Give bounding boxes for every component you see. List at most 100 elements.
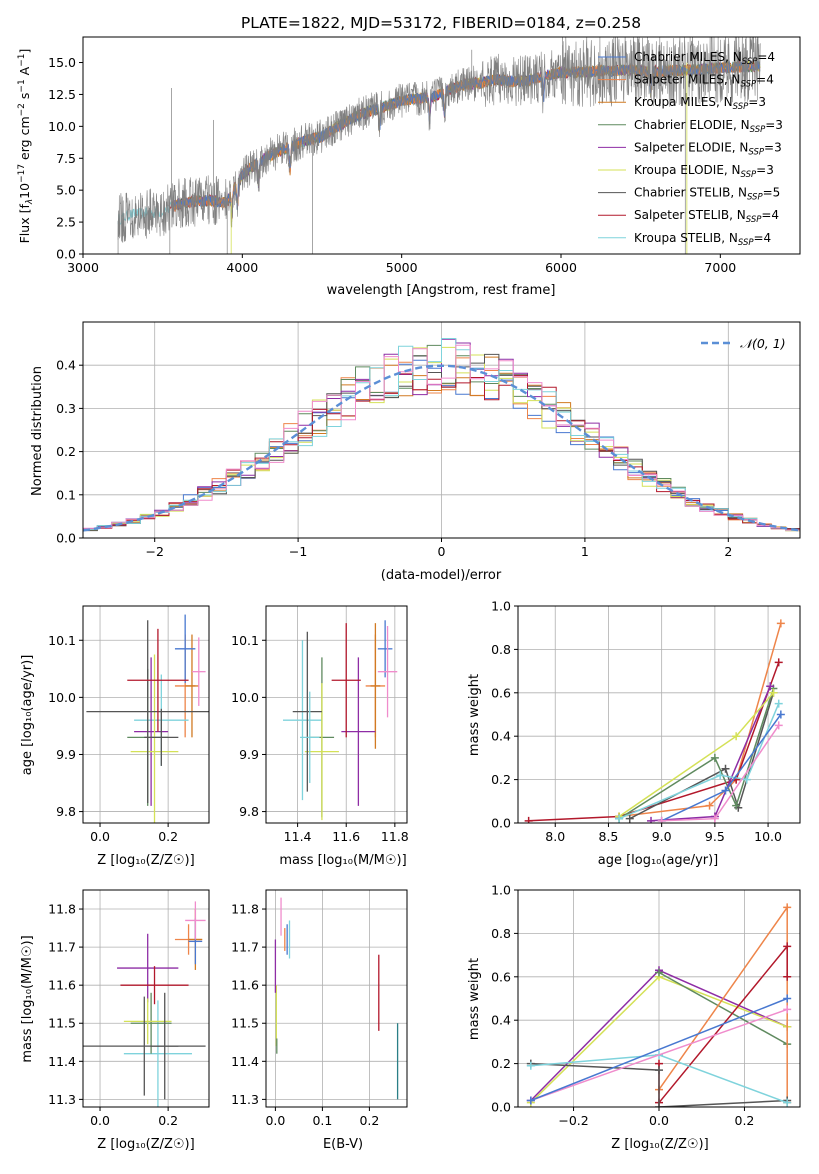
y-tick-label: 9.8 [56, 804, 76, 819]
y-tick-label: 11.8 [48, 902, 76, 917]
residual-histogram-panel: (data-model)/error Normed distribution −… [30, 321, 801, 583]
y-tick-label: 1.0 [491, 599, 511, 614]
axes-frame [82, 889, 210, 1108]
y-tick-label: 10.0 [231, 690, 259, 705]
y-tick-label: 0.0 [56, 531, 76, 546]
weight-line-SM [619, 623, 782, 818]
y-tick-label: 7.5 [56, 151, 76, 166]
weight-marker [705, 801, 714, 810]
x-tick-label: 8.5 [599, 829, 619, 844]
plot-area [283, 620, 398, 821]
y-tick-label: 0.0 [56, 247, 76, 262]
y-tick-label: 11.6 [48, 978, 76, 993]
plot-area [86, 614, 209, 823]
weight-line-KE [618, 692, 774, 818]
axes-frame [82, 605, 210, 824]
y-tick-label: 11.8 [231, 902, 259, 917]
weight-marker [655, 1066, 663, 1075]
weight-line-CM [661, 714, 782, 822]
weight-marker [710, 814, 719, 823]
y-tick-label: 10.0 [48, 690, 76, 705]
weight-marker [655, 1103, 663, 1107]
y-tick-label: 10.1 [48, 633, 76, 648]
y-tick-label: 0.8 [491, 926, 511, 941]
spectrum-title: PLATE=1822, MJD=53172, FIBERID=0184, z=0… [241, 14, 641, 32]
y-tick-label: 9.9 [239, 747, 259, 762]
x-tick-label: 11.4 [284, 829, 312, 844]
y-tick-label: 0.2 [56, 444, 76, 459]
weight-marker [783, 903, 792, 912]
weight-line-KS [618, 703, 780, 820]
weight-marker [742, 775, 751, 784]
spectrum-ylabel: Flux [fλ10−17 erg cm−2 s−1 A−1] [17, 49, 35, 244]
axes-frame [265, 889, 408, 1108]
histogram-series-pink [83, 344, 800, 533]
z-weight-xlabel: Z [log₁₀(Z/Z☉)] [611, 1137, 708, 1152]
legend-entry: Kroupa STELIB, NSSP=4 [634, 231, 771, 248]
x-tick-label: −0.2 [558, 1113, 588, 1128]
z-vs-mass-panel: Z [log₁₀(Z/Z☉)] mass [log₁₀(M/M☉)] 0.0 0.… [20, 889, 210, 1152]
z-weight-ylabel: mass weight [467, 958, 482, 1040]
y-tick-label: 9.8 [239, 804, 259, 819]
legend-entry: Chabrier ELODIE, NSSP=3 [634, 118, 783, 135]
y-tick-label: 0.8 [491, 642, 511, 657]
weight-marker [776, 710, 785, 719]
x-tick-label: 8.0 [545, 829, 565, 844]
y-tick-label: 0.6 [491, 969, 511, 984]
legend-entry: Salpeter MILES, NSSP=4 [634, 73, 774, 90]
z-vs-mass-weight-panel: Z [log₁₀(Z/Z☉)] mass weight −0.2 0.0 0.2 0.… [467, 883, 801, 1152]
weight-marker [783, 1005, 792, 1014]
y-tick-label: 11.6 [231, 978, 259, 993]
x-tick-label: 0.0 [90, 829, 110, 844]
ebv-vs-mass-panel: E(B-V) 0.0 0.1 0.2 11.3 11.4 11.5 11.6 11.7 11.8 [231, 889, 408, 1152]
weight-line-SS [528, 662, 780, 822]
mass-age-xlabel: mass [log₁₀(M/M☉)] [279, 853, 406, 868]
x-tick-label: 7000 [704, 260, 736, 275]
weight-marker [526, 1061, 535, 1070]
z-age-xlabel: Z [log₁₀(Z/Z☉)] [97, 853, 194, 868]
legend-entry: Kroupa ELODIE, NSSP=3 [634, 163, 774, 180]
weight-marker [526, 1096, 535, 1105]
normal-curve [83, 364, 800, 532]
plot-area [524, 619, 785, 823]
y-tick-label: 11.4 [48, 1054, 76, 1069]
z-mass-xlabel: Z [log₁₀(Z/Z☉)] [97, 1137, 194, 1152]
legend-entry: Kroupa MILES, NSSP=3 [634, 95, 766, 112]
legend-entry: Salpeter STELIB, NSSP=4 [634, 208, 779, 225]
weight-marker [655, 968, 663, 977]
x-tick-label: 6000 [545, 260, 577, 275]
legend-entry: Chabrier MILES, NSSP=4 [634, 50, 775, 67]
y-tick-label: 2.5 [56, 215, 76, 230]
weight-line-SM [658, 905, 788, 1103]
y-tick-label: 0.2 [491, 1056, 511, 1071]
x-tick-label: 4000 [226, 260, 258, 275]
x-tick-label: 0.2 [735, 1113, 755, 1128]
axes-frame [265, 605, 408, 824]
y-tick-label: 0.4 [491, 1013, 511, 1028]
mass-vs-age-panel: mass [log₁₀(M/M☉)] 11.4 11.6 11.8 9.8 9.9 10.… [231, 605, 409, 868]
weight-marker [774, 721, 783, 730]
weight-marker [732, 732, 741, 741]
weight-marker [710, 753, 719, 762]
weight-marker [774, 658, 783, 667]
x-tick-label: 3000 [67, 260, 99, 275]
x-tick-label: 0 [438, 544, 446, 559]
y-tick-label: 11.5 [231, 1016, 259, 1031]
y-tick-label: 11.7 [48, 940, 76, 955]
weight-line-CE [618, 688, 775, 820]
y-tick-label: 12.5 [48, 87, 76, 102]
x-tick-label: 0.1 [312, 1113, 332, 1128]
age-weight-ylabel: mass weight [467, 674, 482, 756]
x-tick-label: 1 [581, 544, 589, 559]
weight-line-pink [530, 1008, 788, 1102]
weight-marker [625, 814, 634, 823]
age-weight-xlabel: age [log₁₀(age/yr)] [598, 853, 719, 868]
weight-marker [732, 801, 741, 810]
plot-area [117, 37, 761, 254]
ebv-mass-xlabel: E(B-V) [323, 1137, 363, 1152]
x-tick-label: 9.0 [652, 829, 672, 844]
x-tick-label: 10.0 [754, 829, 782, 844]
weight-marker [721, 764, 730, 773]
weight-marker [783, 972, 792, 981]
